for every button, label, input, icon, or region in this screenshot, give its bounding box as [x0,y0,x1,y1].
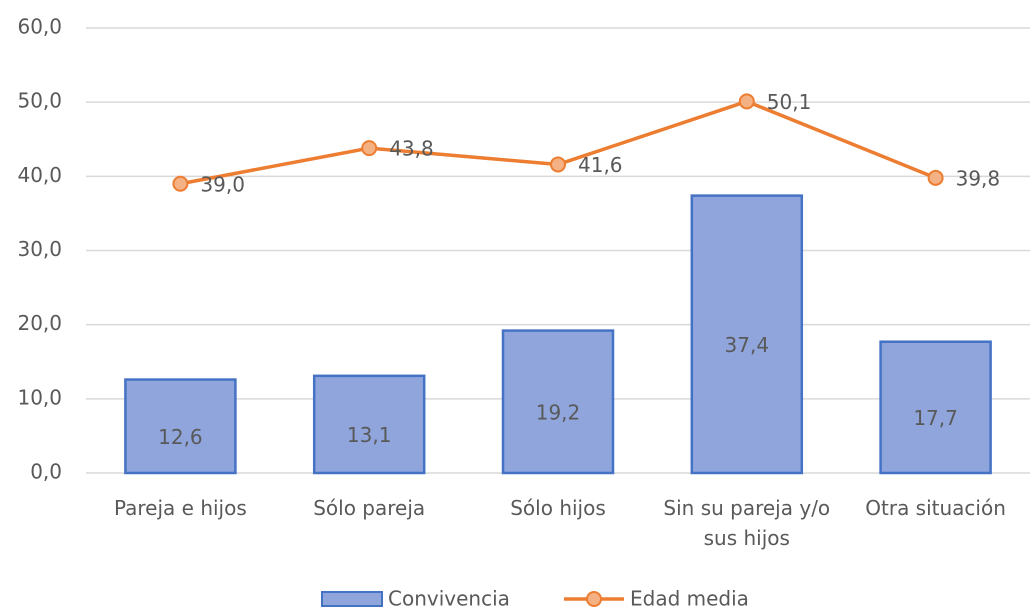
y-tick-label: 10,0 [17,385,62,409]
y-tick-label: 20,0 [17,311,62,335]
data-label: 37,4 [725,333,770,357]
bar [690,194,804,475]
x-tick-label: Sólo pareja [313,496,426,520]
x-tick-label: Sólo hijos [510,496,606,520]
line-marker [550,156,566,173]
x-tick-label: Sin su pareja y/o sus hijos [663,496,831,550]
legend-label: Convivencia [388,587,510,611]
line-marker [927,169,944,186]
data-label: 43,8 [389,137,434,161]
data-label: 39,8 [956,166,1001,190]
y-tick-label: 0,0 [30,460,62,484]
data-label: 12,6 [158,425,203,449]
data-label: 50,1 [767,90,812,114]
y-tick-label: 60,0 [17,15,62,39]
y-tick-label: 50,0 [17,89,62,113]
legend-swatch [586,591,602,607]
bar [312,374,426,475]
x-tick-label: Pareja e hijos [113,496,247,520]
y-tick-label: 40,0 [17,163,62,187]
data-label: 41,6 [578,153,623,177]
line-marker [738,93,755,110]
y-tick-label: 30,0 [17,237,62,261]
data-label: 19,2 [536,400,581,424]
bar [124,378,237,475]
data-label: 39,0 [200,172,245,196]
bar [879,340,992,475]
legend-swatch [321,591,383,607]
line-marker [361,140,378,157]
data-label: 17,7 [913,406,958,430]
line-marker [172,175,189,192]
bar [501,329,615,475]
legend-label: Edad media [630,587,749,611]
data-label: 13,1 [347,423,392,447]
x-tick-label: Otra situación [865,496,1006,520]
